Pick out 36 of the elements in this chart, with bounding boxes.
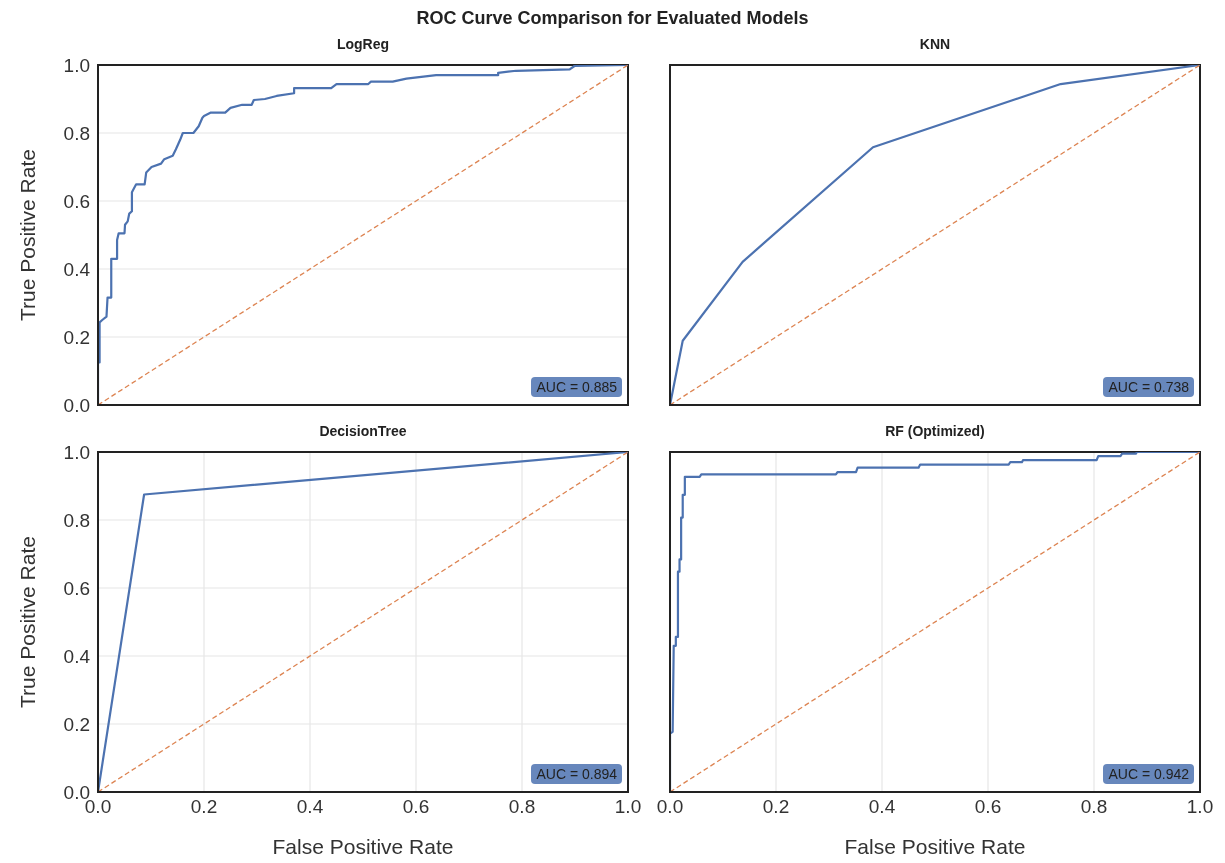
y-tick-label: 1.0 <box>63 441 90 463</box>
x-tick-label: 0.8 <box>508 796 536 818</box>
annotation: AUC = 0.894 <box>531 764 622 784</box>
line-series <box>98 65 628 405</box>
x-tick-label: 0.2 <box>762 796 790 818</box>
y-tick-label: 0.4 <box>63 258 91 280</box>
chart-title: KNN <box>918 36 952 52</box>
x-tick-label: 0.4 <box>868 796 896 818</box>
y-tick-label: 0.8 <box>63 509 90 531</box>
y-tick-label: 1.0 <box>63 54 90 76</box>
chart-title: RF (Optimized) <box>884 423 986 439</box>
y-tick-label: 0.8 <box>63 122 90 144</box>
x-axis-title: False Positive Rate <box>844 835 1026 858</box>
y-tick-label: 0.6 <box>63 577 90 599</box>
x-tick-label: 0.2 <box>190 796 218 818</box>
x-axis-title: False Positive Rate <box>272 835 454 858</box>
y-axis-title: True Positive Rate <box>16 149 40 321</box>
x-tick-label: 1.0 <box>614 796 642 818</box>
x-tick-label: 0.8 <box>1080 796 1108 818</box>
annotation: AUC = 0.885 <box>531 377 622 397</box>
x-tick-label: 0.4 <box>296 796 324 818</box>
y-axis-title: True Positive Rate <box>16 536 40 708</box>
y-tick-label: 0.4 <box>63 645 91 667</box>
x-tick-label: 0.6 <box>974 796 1002 818</box>
x-tick-label: 0.0 <box>656 796 684 818</box>
chart-title: ROC Curve Comparison for Evaluated Models <box>415 8 810 29</box>
chart-title: DecisionTree <box>318 423 408 439</box>
chart-subtitle: LogReg <box>335 36 391 52</box>
annotation: AUC = 0.738 <box>1103 377 1194 397</box>
y-tick-label: 0.0 <box>63 394 90 416</box>
annotation: AUC = 0.942 <box>1103 764 1194 784</box>
x-tick-label: 1.0 <box>1186 796 1214 818</box>
y-tick-label: 0.6 <box>63 190 90 212</box>
y-tick-label: 0.2 <box>63 326 90 348</box>
y-tick-label: 0.2 <box>63 713 90 735</box>
x-tick-label: 0.6 <box>402 796 430 818</box>
